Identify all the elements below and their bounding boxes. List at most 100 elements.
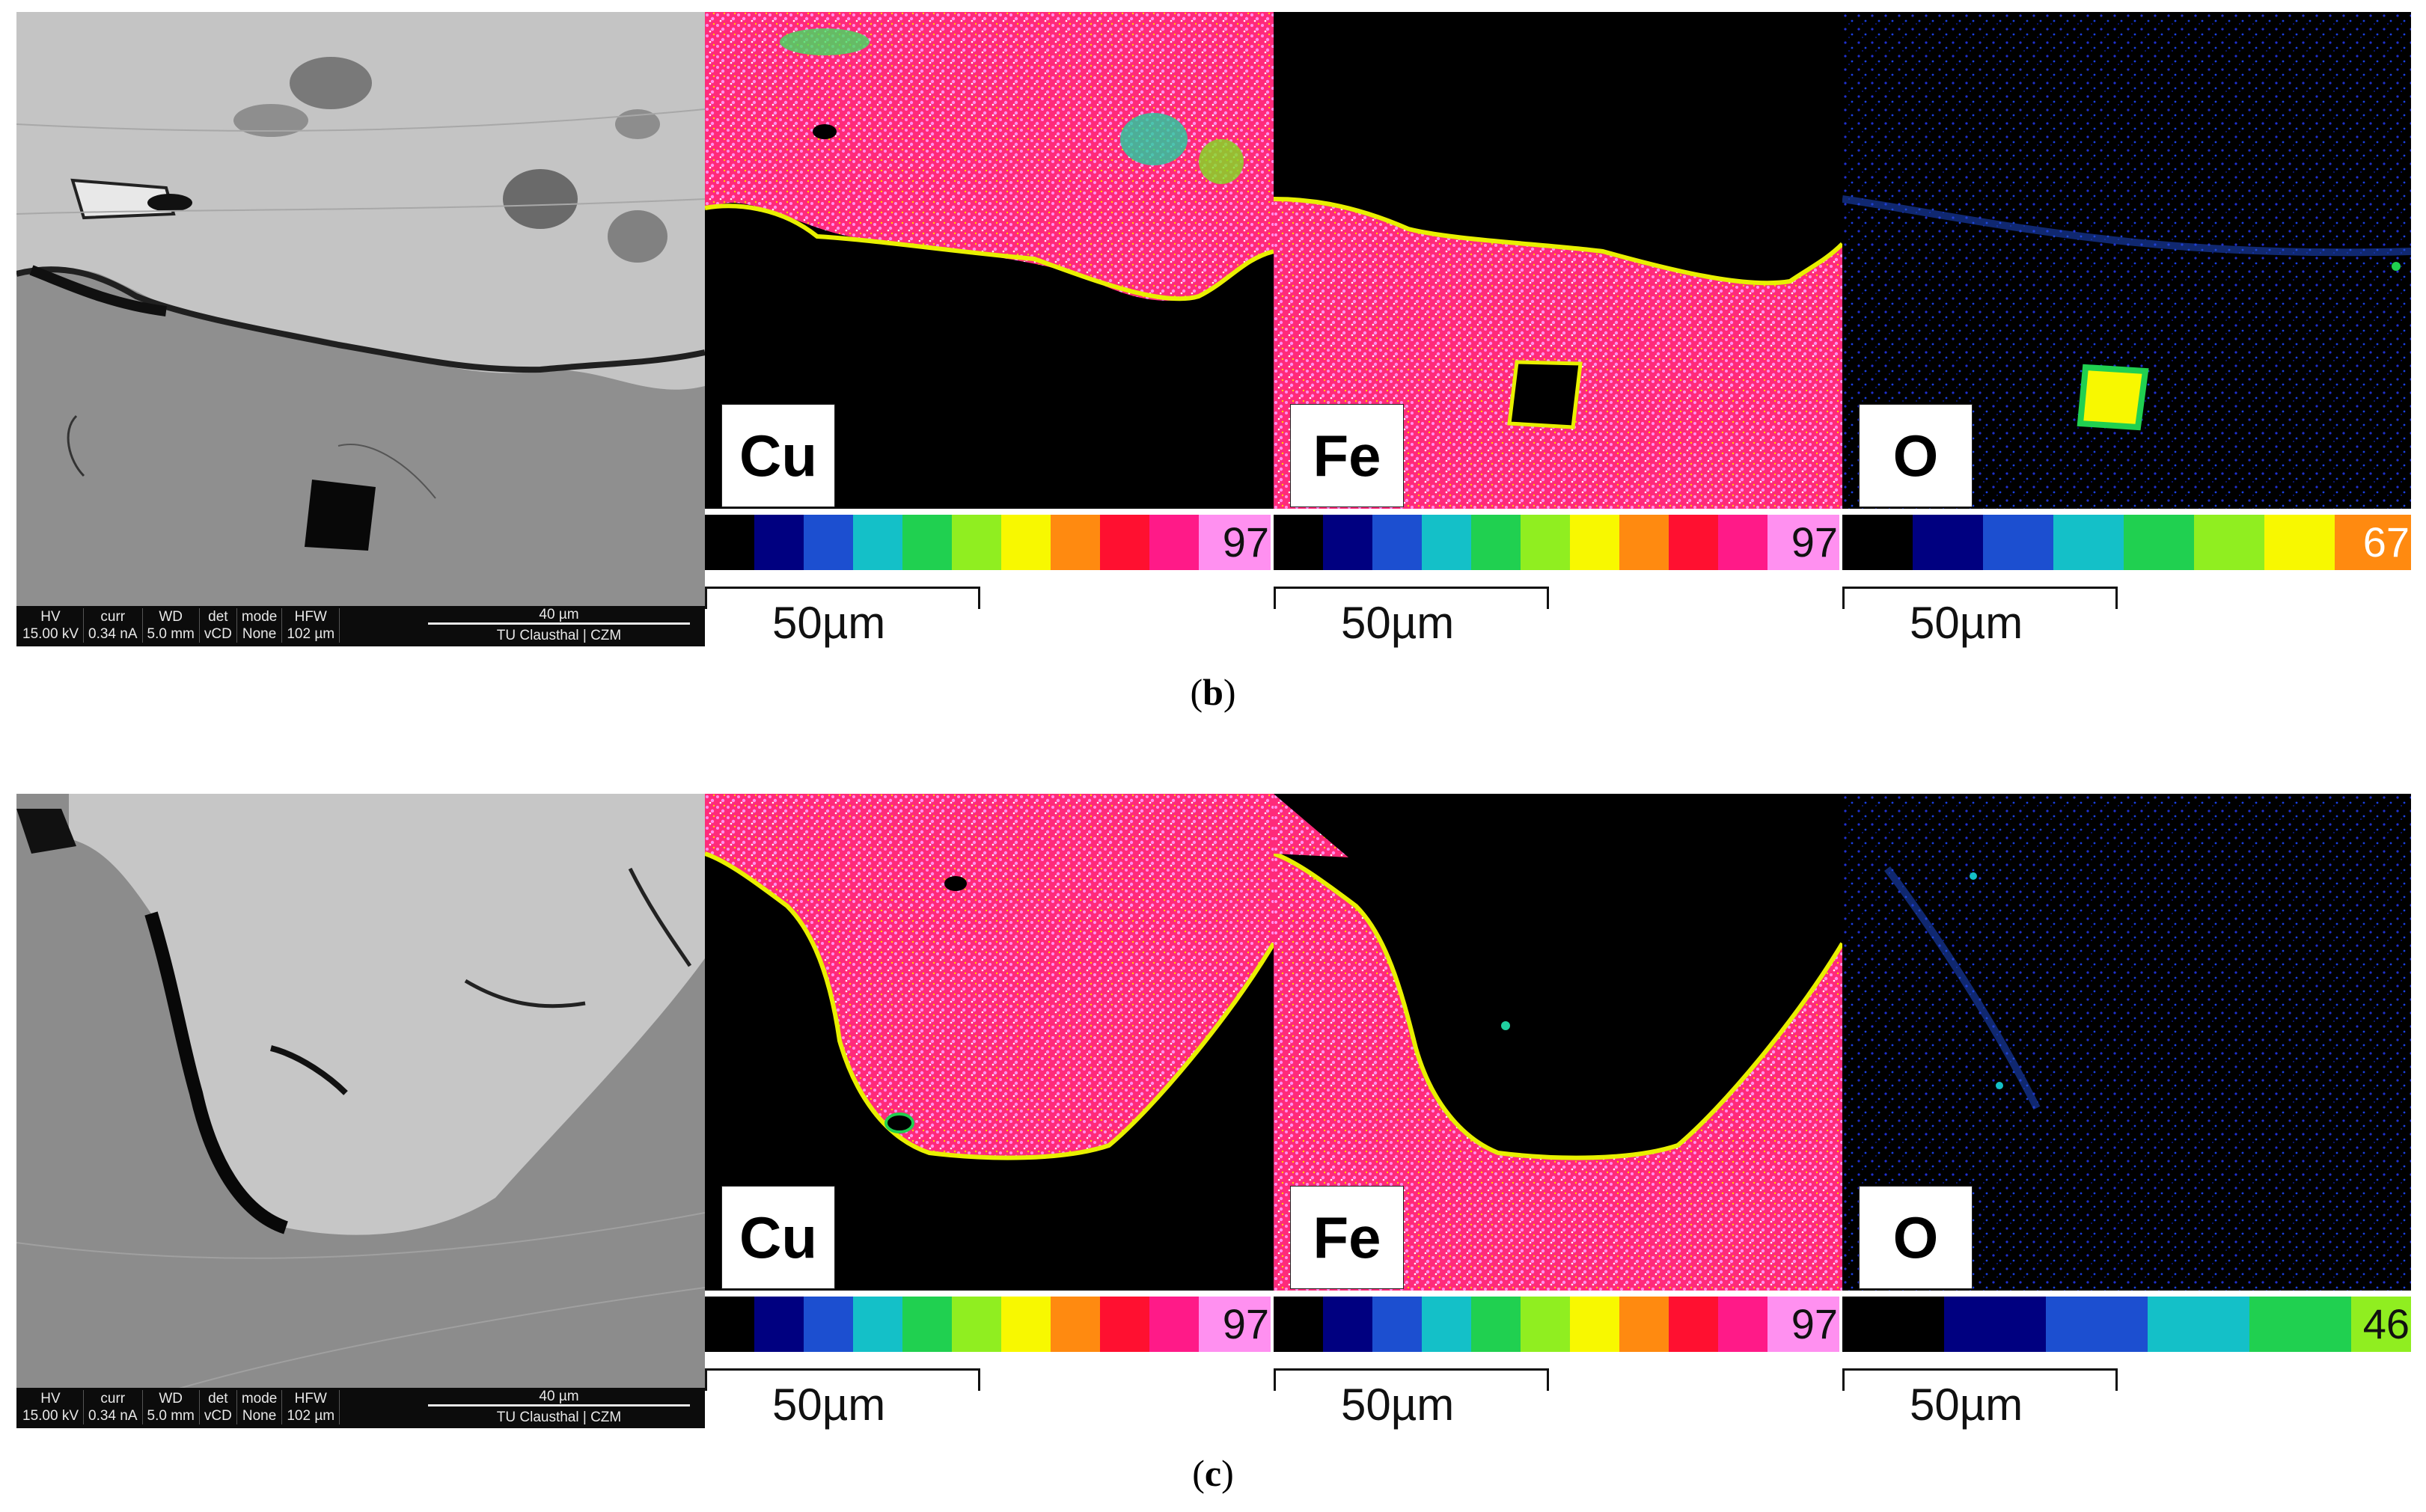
param-header: mode xyxy=(236,608,283,625)
param-header: det xyxy=(199,608,237,625)
colorbar-swatch xyxy=(1149,1297,1199,1352)
colorbar-max-label: 97 xyxy=(1199,515,1271,570)
colorbar-swatch xyxy=(1570,1297,1619,1352)
sem-params-table-c: HV curr WD det mode HFW 15.00 kV 0.34 nA… xyxy=(18,1390,340,1424)
colorbar-swatch xyxy=(1669,515,1718,570)
colorbar-swatch xyxy=(902,1297,952,1352)
colorbar-swatch xyxy=(1619,1297,1669,1352)
colorbar-swatch xyxy=(1471,1297,1521,1352)
colorbar-max-label: 97 xyxy=(1199,1297,1271,1352)
caption-letter: c xyxy=(1204,1452,1222,1494)
colorbar-swatch xyxy=(853,515,902,570)
colorbar-swatch xyxy=(2046,1297,2148,1352)
sem-databar-b: HV curr WD det mode HFW 15.00 kV 0.34 nA… xyxy=(16,606,705,646)
scalebar-o-b: 50µm xyxy=(1842,587,2121,648)
scalebar-line xyxy=(1842,1368,2118,1391)
element-label-o: O xyxy=(1859,1186,1973,1289)
cu-map-c-image xyxy=(705,794,1274,1160)
cu-map-b: Cu xyxy=(705,12,1274,509)
element-label-cu: Cu xyxy=(721,1186,835,1289)
sem-scalebar-label-wrap: 40 µm xyxy=(421,1389,697,1404)
scalebar-cu-c: 50µm xyxy=(705,1368,983,1430)
param-value: 0.34 nA xyxy=(83,625,143,643)
colorbar-swatch xyxy=(1521,515,1570,570)
caption-open: ( xyxy=(1192,1452,1205,1494)
colorbar-swatch xyxy=(1051,515,1100,570)
colorbar-swatch xyxy=(1471,515,1521,570)
colorbar-swatch xyxy=(1944,1297,2046,1352)
sem-scalebar-label: 40 µm xyxy=(534,607,584,622)
colorbar-swatch xyxy=(853,1297,902,1352)
caption-b: (b) xyxy=(0,670,2426,714)
scalebar-line xyxy=(1842,587,2118,609)
scalebar-label: 50µm xyxy=(772,1380,886,1430)
colorbar-swatch xyxy=(1274,515,1323,570)
scalebar-o-c: 50µm xyxy=(1842,1368,2121,1430)
colorbar-swatch xyxy=(1842,515,1913,570)
param-value: 15.00 kV xyxy=(18,1407,84,1424)
scalebar-line xyxy=(1274,1368,1549,1391)
param-header: det xyxy=(199,1390,237,1407)
institution-label: TU Clausthal | CZM xyxy=(496,1410,622,1425)
colorbar-swatch xyxy=(1001,515,1051,570)
colorbar-swatch xyxy=(1669,1297,1718,1352)
colorbar-swatch xyxy=(804,1297,853,1352)
colorbar-swatch xyxy=(1051,1297,1100,1352)
scalebar-line xyxy=(705,587,980,609)
institution-label: TU Clausthal | CZM xyxy=(496,628,622,643)
colorbar-swatch xyxy=(1718,1297,1767,1352)
param-value: 15.00 kV xyxy=(18,625,84,643)
cu-map-b-image xyxy=(705,12,1274,302)
param-header: curr xyxy=(83,608,143,625)
sem-scalebar-line xyxy=(428,1404,690,1407)
colorbar-swatch xyxy=(705,515,754,570)
o-map-c: O xyxy=(1842,794,2411,1291)
colorbar-swatch xyxy=(1913,515,1983,570)
colorbar-swatch xyxy=(1372,1297,1422,1352)
sem-image-b: HV curr WD det mode HFW 15.00 kV 0.34 nA… xyxy=(16,12,705,646)
colorbar-swatch xyxy=(952,515,1001,570)
fe-map-c-image xyxy=(1274,794,1842,1291)
param-value: vCD xyxy=(199,1407,237,1424)
colorbar-swatch xyxy=(1521,1297,1570,1352)
sem-scalebar-c: 40 µm TU Clausthal | CZM xyxy=(421,1389,697,1427)
param-value: None xyxy=(236,1407,283,1424)
param-header: HFW xyxy=(281,608,340,625)
scalebar-label: 50µm xyxy=(772,598,886,648)
colorbar-swatch xyxy=(1001,1297,1051,1352)
scalebar-line xyxy=(705,1368,980,1391)
colorbar-o-c: 46 xyxy=(1842,1297,2411,1352)
colorbar-swatch xyxy=(1983,515,2053,570)
colorbar-swatch xyxy=(2124,515,2194,570)
scalebar-cu-b: 50µm xyxy=(705,587,983,648)
colorbar-swatch xyxy=(2148,1297,2249,1352)
colorbar-swatch xyxy=(705,1297,754,1352)
sem-databar-c: HV curr WD det mode HFW 15.00 kV 0.34 nA… xyxy=(16,1388,705,1428)
element-label-fe: Fe xyxy=(1290,404,1404,507)
element-label-fe: Fe xyxy=(1290,1186,1404,1289)
scalebar-fe-b: 50µm xyxy=(1274,587,1552,648)
colorbar-swatch xyxy=(1619,515,1669,570)
param-header: WD xyxy=(142,1390,200,1407)
sem-micrograph-c xyxy=(16,794,705,1428)
colorbar-swatch xyxy=(1372,515,1422,570)
colorbar-swatch xyxy=(1149,515,1199,570)
param-value: 102 µm xyxy=(281,625,340,643)
colorbar-swatch xyxy=(2249,1297,2351,1352)
colorbar-o-b: 67 xyxy=(1842,515,2411,570)
scalebar-label: 50µm xyxy=(1341,1380,1455,1430)
colorbar-fe-c: 97 xyxy=(1274,1297,1839,1352)
param-value: 102 µm xyxy=(281,1407,340,1424)
fe-map-b-image xyxy=(1274,197,1842,509)
param-header: WD xyxy=(142,608,200,625)
scalebar-fe-c: 50µm xyxy=(1274,1368,1552,1430)
scalebar-label: 50µm xyxy=(1910,598,2023,648)
param-value: 0.34 nA xyxy=(83,1407,143,1424)
colorbar-swatch xyxy=(902,515,952,570)
colorbar-swatch xyxy=(1323,515,1372,570)
param-value: None xyxy=(236,625,283,643)
sem-scalebar-line xyxy=(428,622,690,625)
scalebar-label: 50µm xyxy=(1341,598,1455,648)
caption-c: (c) xyxy=(0,1451,2426,1495)
colorbar-swatch xyxy=(952,1297,1001,1352)
